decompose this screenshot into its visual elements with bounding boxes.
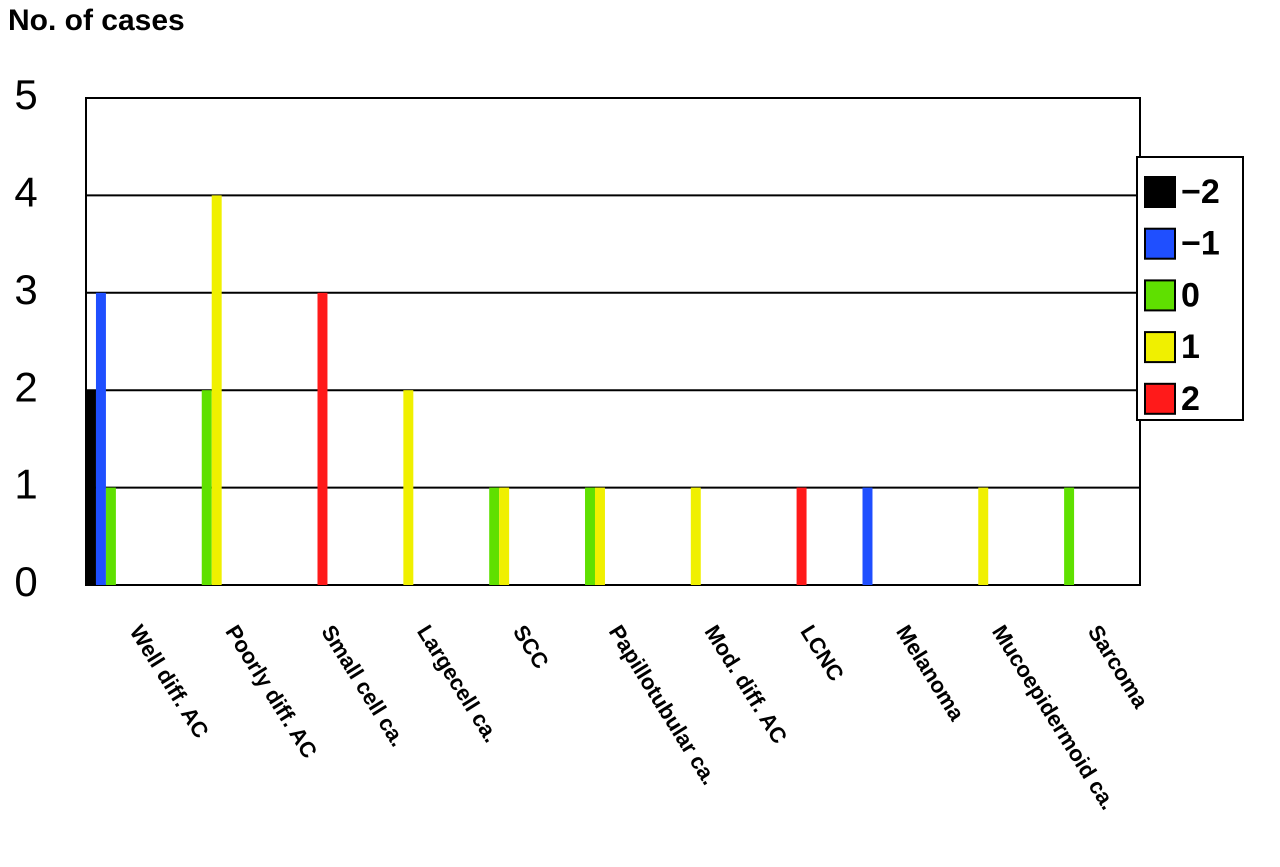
x-tick-label: Mod. diff. AC [700,620,793,748]
x-tick-label: SCC [508,620,554,673]
bar [862,487,873,585]
bar [86,390,96,585]
y-tick-label: 2 [14,363,37,410]
y-tick-label: 4 [14,168,37,215]
x-tick-label: Small cell ca. [316,620,410,750]
legend-label: 1 [1181,328,1200,366]
bar [489,487,500,585]
bar [594,487,605,585]
bar [978,487,989,585]
x-tick-label: Papillotubular ca. [604,620,722,789]
legend-label: 2 [1181,380,1200,418]
plot-area [85,97,1141,586]
legend-swatch [1144,176,1176,208]
legend-swatch [1144,279,1176,312]
bar [403,390,414,585]
bar [201,390,212,585]
legend-label: −1 [1181,225,1220,263]
y-axis-label: No. of cases [8,4,185,37]
legend-swatch [1144,382,1176,415]
bar [95,292,106,585]
y-tick-label: 0 [14,558,37,605]
x-tick-label: Poorly diff. AC [221,620,323,762]
legend-label: 0 [1181,276,1200,314]
x-tick-label: Sarcoma [1083,620,1154,713]
bar [105,487,116,585]
y-tick-label: 3 [14,266,37,313]
bar [499,487,510,585]
bar [690,487,701,585]
bar [585,487,595,585]
y-tick-label: 1 [14,461,37,508]
x-tick-label: LCNC [795,620,849,685]
legend-swatch [1144,331,1176,364]
bar [796,487,807,585]
bar [317,292,328,585]
bar [211,195,222,585]
bar [1064,487,1075,585]
legend-label: −2 [1181,173,1220,211]
x-tick-label: Largecell ca. [412,620,504,746]
legend-swatch [1144,227,1176,260]
x-tick-label: Melanoma [891,620,970,725]
y-tick-label: 5 [14,71,37,118]
x-tick-label: Well diff. AC [125,620,214,742]
